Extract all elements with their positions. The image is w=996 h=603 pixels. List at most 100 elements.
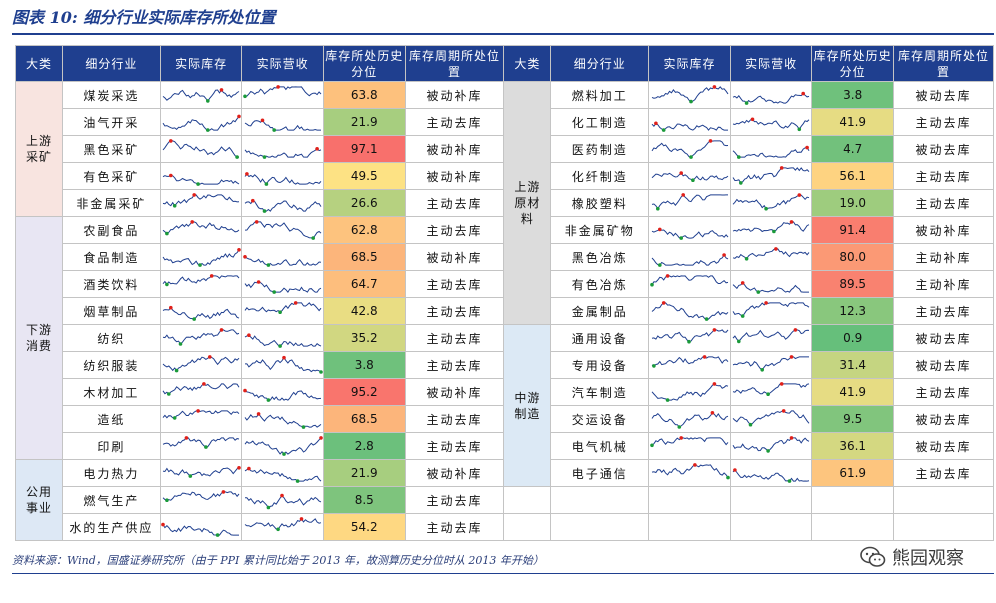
industry-cell: 非金属采矿	[61, 189, 161, 217]
percentile-cell: 3.8	[811, 81, 894, 109]
sparkline-high-marker	[242, 388, 247, 393]
sparkline-path	[244, 413, 321, 428]
inventory-cell	[159, 189, 243, 217]
revenue-cell	[241, 459, 324, 487]
sparkline-low-marker	[651, 364, 656, 368]
stage-cell: 被动补库	[404, 378, 505, 406]
sparkline-path	[244, 173, 322, 185]
sparkline-low-marker	[772, 229, 776, 234]
table-row: 纺织 35.2 主动去库 中游制造 通用设备 0.9 被动去库	[16, 324, 995, 487]
industry-cell: 纺织	[61, 324, 161, 352]
percentile-cell: 4.7	[811, 135, 894, 163]
revenue-cell	[729, 297, 813, 325]
percentile-cell: 56.1	[811, 162, 894, 190]
revenue-sparkline	[732, 281, 810, 294]
sparkline-low-marker	[748, 422, 753, 427]
stage-cell: 主动补库	[892, 270, 995, 298]
sparkline-low-marker	[167, 392, 171, 396]
sparkline-path	[651, 437, 728, 446]
sparkline-low-marker	[266, 398, 270, 402]
sparkline-high-marker	[318, 436, 323, 440]
sparkline-low-marker	[206, 128, 210, 132]
sparkline-low-marker	[196, 182, 200, 186]
category-label: 中游制造	[514, 390, 541, 421]
revenue-cell	[241, 432, 324, 460]
revenue-sparkline	[242, 388, 321, 402]
stage-cell: 被动去库	[892, 324, 995, 352]
industry-cell: 造纸	[61, 405, 161, 433]
industry-cell: 有色冶炼	[550, 270, 650, 298]
inventory-sparkline	[651, 411, 728, 429]
sparkline-low-marker	[198, 263, 202, 267]
percentile-cell: 31.4	[811, 351, 894, 379]
sparkline-low-marker	[739, 181, 743, 185]
sparkline-path	[244, 334, 321, 347]
revenue-cell	[241, 486, 324, 514]
percentile-cell: 54.2	[322, 513, 406, 541]
wechat-icon	[860, 546, 886, 567]
stage-cell: 主动去库	[404, 270, 505, 298]
sparkline-low-marker	[165, 282, 169, 287]
sparkline-high-marker	[279, 493, 284, 498]
sparkline-high-marker	[805, 145, 809, 150]
sparkline-high-marker	[256, 412, 261, 416]
header-industry: 细分行业	[550, 45, 650, 82]
revenue-sparkline	[244, 147, 321, 159]
stage-cell: 主动去库	[404, 108, 505, 136]
sparkline-low-marker	[649, 282, 654, 287]
revenue-cell	[729, 162, 813, 190]
stage-cell: 被动去库	[892, 351, 995, 379]
stage-cell: 主动去库	[404, 297, 505, 325]
industry-cell: 交运设备	[550, 405, 650, 433]
industry-cell: 医药制造	[550, 135, 650, 163]
sparkline-low-marker	[172, 204, 177, 208]
sparkline-low-marker	[665, 398, 669, 402]
sparkline-path	[651, 302, 728, 320]
inventory-cell	[648, 162, 731, 190]
sparkline-low-marker	[262, 209, 266, 213]
sparkline-high-marker	[712, 85, 716, 89]
stage-cell: 被动去库	[892, 135, 995, 163]
industry-cell: 电气机械	[550, 432, 650, 460]
percentile-cell: 21.9	[322, 108, 406, 136]
source-note: 资料来源：Wind，国盛证券研究所（由于 PPI 累计同比始于 2013 年，故…	[12, 554, 544, 567]
industry-cell: 黑色冶炼	[550, 243, 650, 271]
table-row: 印刷 2.8 主动去库 电气机械 36.1 被动去库	[16, 432, 995, 460]
sparkline-low-marker	[657, 263, 662, 267]
industry-cell: 专用设备	[550, 351, 650, 379]
sparkline-high-marker	[293, 301, 298, 305]
sparkline-path	[244, 518, 321, 530]
inventory-cell	[159, 270, 243, 298]
sparkline-path	[651, 86, 728, 103]
revenue-cell	[729, 405, 813, 433]
sparkline-high-marker	[237, 466, 241, 470]
sparkline-high-marker	[250, 198, 255, 203]
sparkline-high-marker	[692, 463, 697, 467]
revenue-sparkline	[242, 85, 322, 99]
sparkline-low-marker	[262, 155, 266, 159]
sparkline-high-marker	[219, 328, 224, 332]
table-row: 有色采矿 49.5 被动补库 化纤制造 56.1 主动去库	[16, 162, 995, 190]
sparkline-path	[162, 306, 240, 320]
sparkline-low-marker	[756, 290, 761, 294]
sparkline-high-marker	[779, 166, 784, 170]
inventory-sparkline	[162, 274, 240, 287]
revenue-sparkline	[244, 436, 323, 456]
category-cell-mid: 中游制造	[503, 324, 552, 487]
sparkline-high-marker	[740, 281, 745, 285]
sparkline-path	[244, 281, 321, 293]
category-label: 公用事业	[25, 485, 52, 515]
sparkline-path	[651, 412, 728, 428]
table-row: 上游采矿 煤炭采选 63.8 被动补库 上游原材料 燃料加工 3.8 被动去库	[15, 81, 995, 325]
revenue-cell	[241, 135, 324, 163]
revenue-cell	[241, 108, 324, 136]
percentile-cell: 91.4	[811, 216, 894, 244]
sparkline-path	[732, 469, 810, 482]
percentile-cell: 9.5	[811, 405, 894, 433]
header-inventory: 实际库存	[648, 45, 731, 82]
table-row: 酒类饮料 64.7 主动去库 有色冶炼 89.5 主动补库	[16, 270, 995, 298]
sparkline-path	[244, 467, 321, 482]
sparkline-high-marker	[161, 522, 165, 527]
figure-title: 图表 10: 细分行业实际库存所处位置	[12, 8, 276, 27]
revenue-sparkline	[244, 220, 321, 240]
